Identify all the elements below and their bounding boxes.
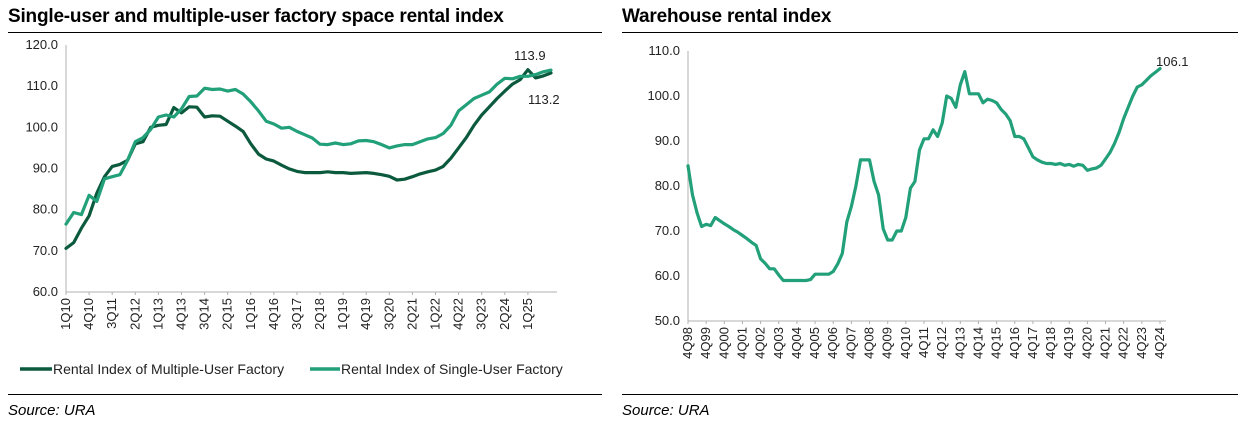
x-tick-label: 4Q17 xyxy=(1025,327,1040,359)
y-tick-label: 60.0 xyxy=(655,268,680,283)
x-tick-label: 4Q13 xyxy=(952,327,967,359)
x-tick-label: 4Q12 xyxy=(934,327,949,359)
series-line-1 xyxy=(686,67,1162,283)
x-tick-label: 4Q99 xyxy=(698,327,713,359)
y-tick-label: 100.0 xyxy=(25,119,58,134)
x-tick-label: 4Q19 xyxy=(358,298,373,330)
x-tick-label: 4Q04 xyxy=(789,327,804,359)
x-tick-label: 3Q20 xyxy=(381,298,396,330)
source-note: Source: URA xyxy=(8,402,96,419)
x-tick-label: 4Q98 xyxy=(680,327,695,359)
x-tick-label: 3Q11 xyxy=(104,298,119,329)
y-tick-label: 90.0 xyxy=(33,161,58,176)
x-tick-label: 2Q18 xyxy=(312,298,327,330)
x-tick-label: 1Q10 xyxy=(58,298,73,330)
y-tick-label: 100.0 xyxy=(647,88,680,103)
annotation-warehouse-last: 106.1 xyxy=(1156,54,1189,69)
series-line-2 xyxy=(64,68,553,226)
x-tick-label: 2Q12 xyxy=(127,298,142,330)
x-tick-label: 4Q10 xyxy=(81,298,96,330)
legend-label-single-user: Rental Index of Single-User Factory xyxy=(341,361,563,377)
x-tick-label: 4Q08 xyxy=(862,327,877,359)
x-tick-label: 1Q25 xyxy=(520,298,535,330)
annotation-single-user-last: 113.9 xyxy=(514,48,546,63)
annotation-multiple-user-last: 113.2 xyxy=(528,92,560,107)
source-rule xyxy=(622,394,1238,395)
y-tick-label: 70.0 xyxy=(33,243,58,258)
chart-title: Single-user and multiple-user factory sp… xyxy=(8,6,504,27)
x-tick-label: 4Q22 xyxy=(451,298,466,330)
warehouse-chart-panel: Warehouse rental index 110.0 100.0 90.0 80.… xyxy=(618,0,1246,430)
x-tick-label: 4Q21 xyxy=(1098,327,1113,359)
x-tick-label: 4Q00 xyxy=(716,327,731,359)
x-tick-label: 4Q24 xyxy=(1152,327,1167,359)
x-tick-label: 3Q14 xyxy=(197,298,212,330)
x-tick-label: 1Q19 xyxy=(335,298,350,330)
x-tick-label: 4Q22 xyxy=(1116,327,1131,359)
y-tick-label: 110.0 xyxy=(648,43,680,58)
x-tick-label: 4Q23 xyxy=(1134,327,1149,359)
title-rule xyxy=(8,32,602,33)
y-tick-label: 50.0 xyxy=(655,313,680,328)
x-tick-label: 4Q03 xyxy=(771,327,786,359)
factory-chart-panel: Single-user and multiple-user factory sp… xyxy=(0,0,610,430)
x-tick-label: 4Q19 xyxy=(1061,327,1076,359)
source-rule xyxy=(8,394,602,395)
y-tick-label: 80.0 xyxy=(655,178,680,193)
y-tick-label: 90.0 xyxy=(655,133,680,148)
x-tick-label: 4Q07 xyxy=(843,327,858,359)
x-tick-label: 4Q20 xyxy=(1079,327,1094,359)
y-tick-label: 60.0 xyxy=(33,284,58,299)
x-tick-label: 1Q16 xyxy=(243,298,258,330)
y-tick-label: 70.0 xyxy=(655,223,680,238)
y-tick-label: 110.0 xyxy=(26,78,58,93)
x-tick-label: 4Q16 xyxy=(1007,327,1022,359)
x-tick-label: 4Q09 xyxy=(880,327,895,359)
x-tick-label: 4Q10 xyxy=(898,327,913,359)
source-note: Source: URA xyxy=(622,402,710,419)
x-tick-label: 4Q16 xyxy=(266,298,281,330)
x-tick-label: 4Q11 xyxy=(916,327,931,358)
x-tick-label: 4Q06 xyxy=(825,327,840,359)
x-tick-label: 3Q17 xyxy=(289,298,304,330)
x-tick-label: 4Q05 xyxy=(807,327,822,359)
x-tick-label: 4Q01 xyxy=(734,327,749,359)
y-tick-label: 120.0 xyxy=(25,37,58,52)
x-tick-label: 2Q24 xyxy=(497,298,512,330)
x-tick-label: 4Q18 xyxy=(1043,327,1058,359)
x-tick-label: 3Q23 xyxy=(474,298,489,330)
y-tick-label: 80.0 xyxy=(33,202,58,217)
x-tick-label: 1Q13 xyxy=(150,298,165,330)
legend-label-multiple-user: Rental Index of Multiple-User Factory xyxy=(53,361,284,377)
x-tick-label: 4Q13 xyxy=(173,298,188,330)
title-rule xyxy=(622,32,1238,33)
x-tick-label: 4Q14 xyxy=(970,327,985,359)
x-tick-label: 4Q15 xyxy=(989,327,1004,359)
chart-title: Warehouse rental index xyxy=(622,6,832,27)
x-tick-label: 2Q15 xyxy=(220,298,235,330)
x-tick-label: 1Q22 xyxy=(428,298,443,330)
x-tick-label: 4Q02 xyxy=(753,327,768,359)
x-tick-label: 2Q21 xyxy=(404,298,419,330)
